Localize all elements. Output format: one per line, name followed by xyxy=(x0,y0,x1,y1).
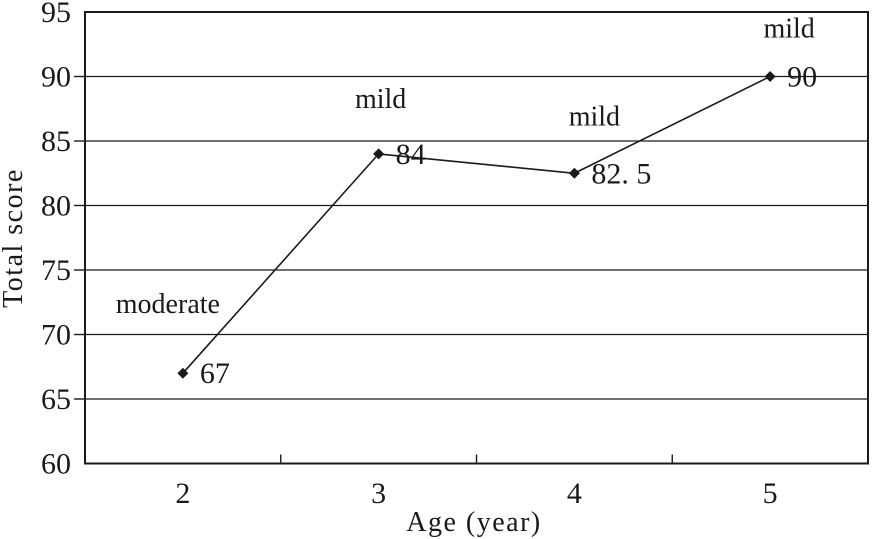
y-axis-title: Total score xyxy=(0,168,29,308)
point-annotation: mild xyxy=(355,84,406,115)
point-value-label: 82. 5 xyxy=(591,157,651,190)
x-tick-label: 3 xyxy=(371,477,386,510)
point-annotation: mild xyxy=(763,14,814,45)
x-tick-label: 4 xyxy=(567,477,582,510)
y-tick-label: 90 xyxy=(41,61,71,94)
data-point-marker xyxy=(764,71,776,82)
point-value-label: 67 xyxy=(200,357,230,390)
y-tick-label: 95 xyxy=(41,0,71,29)
x-tick-label: 5 xyxy=(763,477,778,510)
plot-border xyxy=(84,11,869,465)
data-point-marker xyxy=(177,367,189,379)
point-value-label: 84 xyxy=(396,138,426,171)
y-tick-label: 80 xyxy=(41,190,71,223)
y-tick-label: 60 xyxy=(41,448,71,481)
point-value-label: 90 xyxy=(787,61,817,94)
x-tick-label: 2 xyxy=(175,477,190,510)
y-tick-label: 65 xyxy=(41,383,71,416)
data-point-marker xyxy=(373,148,385,160)
series-line xyxy=(182,75,771,374)
data-point-marker xyxy=(568,167,580,179)
point-annotation: mild xyxy=(569,101,620,132)
x-axis-title: Age (year) xyxy=(406,507,542,538)
y-tick-label: 75 xyxy=(41,254,71,287)
y-tick-label: 85 xyxy=(41,125,71,158)
y-tick-label: 70 xyxy=(41,319,71,352)
point-annotation: moderate xyxy=(116,289,220,320)
